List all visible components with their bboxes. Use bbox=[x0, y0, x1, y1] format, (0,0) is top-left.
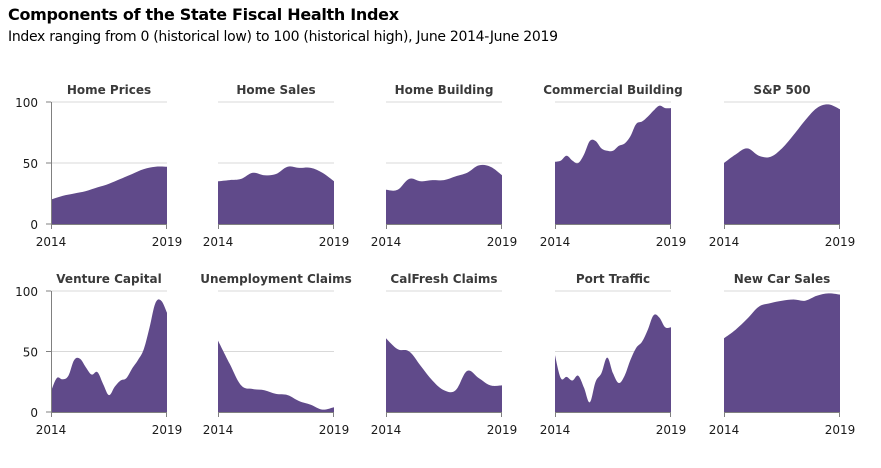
panel-title: Home Building bbox=[395, 83, 494, 97]
area-series bbox=[218, 166, 334, 224]
x-tick-label: 2014 bbox=[709, 423, 740, 437]
area-series bbox=[555, 314, 671, 412]
x-tick-label: 2019 bbox=[487, 235, 518, 249]
panel-title: New Car Sales bbox=[734, 272, 831, 286]
y-tick-label: 100 bbox=[15, 285, 38, 299]
panel-title: CalFresh Claims bbox=[390, 272, 497, 286]
x-tick-label: 2019 bbox=[487, 423, 518, 437]
panel-unemployment-claims: Unemployment Claims 2014 2019 bbox=[200, 272, 352, 437]
area-series bbox=[386, 338, 502, 412]
x-tick-label: 2014 bbox=[36, 423, 67, 437]
panel-commercial-building: Commercial Building 2014 2019 bbox=[540, 83, 687, 249]
y-tick-label: 50 bbox=[23, 157, 38, 171]
panel-calfresh-claims: CalFresh Claims 2014 2019 bbox=[371, 272, 518, 437]
panel-venture-capital: Venture Capital 0 50 100 2014 2019 bbox=[15, 272, 182, 437]
x-tick-label: 2019 bbox=[656, 423, 687, 437]
x-tick-label: 2019 bbox=[152, 235, 183, 249]
panel-title: Unemployment Claims bbox=[200, 272, 352, 286]
x-tick-label: 2019 bbox=[319, 235, 350, 249]
panel-title: S&P 500 bbox=[753, 83, 810, 97]
panel-new-car-sales: New Car Sales 2014 2019 bbox=[709, 272, 856, 437]
y-tick-label: 100 bbox=[15, 96, 38, 110]
x-tick-label: 2019 bbox=[656, 235, 687, 249]
x-tick-label: 2014 bbox=[540, 235, 571, 249]
x-tick-label: 2014 bbox=[203, 423, 234, 437]
x-tick-label: 2019 bbox=[825, 235, 856, 249]
y-tick-label: 50 bbox=[23, 346, 38, 360]
area-series bbox=[555, 105, 671, 224]
chart-subtitle: Index ranging from 0 (historical low) to… bbox=[8, 29, 558, 45]
panel-home-sales: Home Sales 2014 2019 bbox=[203, 83, 350, 249]
panel-title: Commercial Building bbox=[543, 83, 682, 97]
panel-home-building: Home Building 2014 2019 bbox=[371, 83, 518, 249]
panel-home-prices: Home Prices 0 50 100 2014 2019 bbox=[15, 83, 182, 249]
x-tick-label: 2014 bbox=[371, 235, 402, 249]
x-tick-label: 2014 bbox=[709, 235, 740, 249]
area-series bbox=[51, 299, 167, 412]
panel-port-traffic: Port Traffic 2014 2019 bbox=[540, 272, 687, 437]
x-tick-label: 2019 bbox=[152, 423, 183, 437]
panel-title: Home Sales bbox=[236, 83, 315, 97]
y-tick-label: 0 bbox=[30, 218, 38, 232]
area-series bbox=[724, 293, 840, 412]
x-tick-label: 2019 bbox=[825, 423, 856, 437]
area-series bbox=[51, 166, 167, 224]
x-tick-label: 2014 bbox=[371, 423, 402, 437]
x-tick-label: 2019 bbox=[319, 423, 350, 437]
panel-s-p-500: S&P 500 2014 2019 bbox=[709, 83, 856, 249]
area-series bbox=[386, 164, 502, 224]
chart-title: Components of the State Fiscal Health In… bbox=[8, 5, 399, 24]
panel-title: Home Prices bbox=[67, 83, 151, 97]
panel-title: Port Traffic bbox=[576, 272, 650, 286]
y-tick-label: 0 bbox=[30, 406, 38, 420]
area-series bbox=[218, 340, 334, 412]
x-tick-label: 2014 bbox=[203, 235, 234, 249]
panel-title: Venture Capital bbox=[56, 272, 161, 286]
x-tick-label: 2014 bbox=[36, 235, 67, 249]
x-tick-label: 2014 bbox=[540, 423, 571, 437]
area-series bbox=[724, 104, 840, 224]
